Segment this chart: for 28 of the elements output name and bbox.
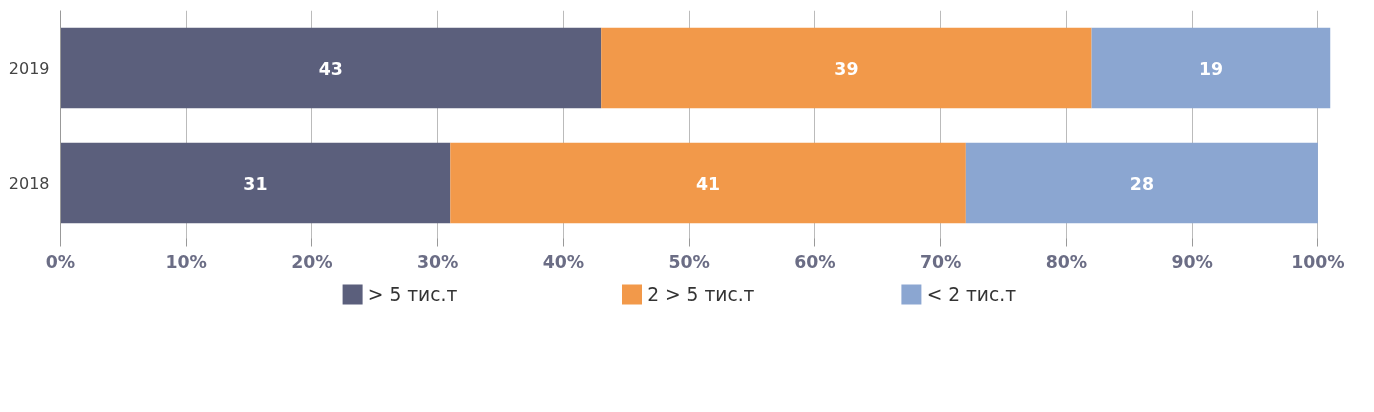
x-tick-label: 80% [1045,251,1088,272]
legend-label: > 5 тис.т [367,284,458,305]
x-tick-label: 90% [1171,251,1213,272]
y-tick-label: 2018 [8,174,50,193]
data-label: 28 [1129,173,1154,194]
bar [601,27,1092,109]
y-tick-label: 2019 [8,59,50,78]
bar [60,142,451,224]
x-tick-label: 0% [45,251,76,272]
data-label: 19 [1198,58,1224,79]
data-label: 31 [243,173,268,194]
x-tick-label: 70% [919,251,962,272]
x-tick-label: 40% [542,251,585,272]
legend-label: < 2 тис.т [926,284,1017,305]
bar [965,142,1318,224]
x-tick-label: 50% [668,251,710,272]
data-label: 41 [696,173,721,194]
x-tick-label: 20% [291,251,333,272]
x-tick-label: 10% [165,251,207,272]
data-label: 39 [834,58,859,79]
x-tick-label: 100% [1291,251,1345,272]
x-tick-label: 60% [794,251,836,272]
x-tick-label: 30% [416,251,459,272]
bar [1091,27,1331,109]
bar [450,142,966,224]
legend-label: 2 > 5 тис.т [647,284,755,305]
bar [60,27,602,109]
data-label: 43 [318,58,343,79]
